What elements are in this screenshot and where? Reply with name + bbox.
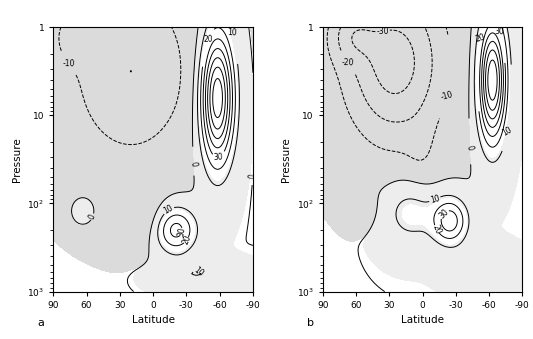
- Text: 20: 20: [475, 32, 487, 43]
- Y-axis label: Pressure: Pressure: [281, 137, 291, 182]
- Text: 30: 30: [176, 226, 187, 238]
- Text: 10: 10: [227, 28, 237, 37]
- Text: -30: -30: [376, 27, 389, 36]
- Text: 0: 0: [189, 161, 198, 167]
- Text: 10: 10: [192, 265, 205, 279]
- Text: -10: -10: [62, 59, 75, 69]
- Text: 10: 10: [501, 125, 514, 138]
- Text: 20: 20: [181, 234, 192, 246]
- Text: a: a: [37, 318, 44, 328]
- Y-axis label: Pressure: Pressure: [12, 137, 22, 182]
- Text: 20: 20: [431, 223, 442, 236]
- Text: -10: -10: [439, 91, 454, 102]
- Text: 10: 10: [163, 204, 175, 216]
- Text: 0: 0: [87, 213, 98, 221]
- Text: 20: 20: [204, 35, 213, 44]
- Text: 10: 10: [429, 194, 441, 205]
- Text: 0: 0: [465, 144, 475, 151]
- Text: b: b: [307, 318, 314, 328]
- Text: 30: 30: [494, 27, 504, 36]
- Text: 30: 30: [437, 207, 450, 220]
- Text: -20: -20: [342, 58, 354, 67]
- Text: 30: 30: [213, 153, 224, 162]
- Text: 0: 0: [248, 173, 257, 179]
- X-axis label: Latitude: Latitude: [401, 315, 444, 325]
- X-axis label: Latitude: Latitude: [132, 315, 175, 325]
